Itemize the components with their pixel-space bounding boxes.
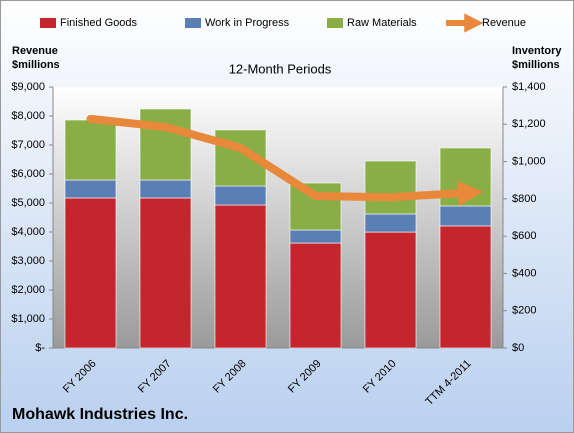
y-axis-title: $millions (12, 59, 60, 71)
bar-segment (289, 229, 342, 244)
bar-segment (214, 185, 267, 206)
bar-segment (439, 205, 492, 227)
y2-axis-title: $millions (512, 59, 560, 71)
y2-axis-title: Inventory (512, 45, 562, 57)
chart-title: 12-Month Periods (229, 61, 332, 76)
bar-segment (64, 197, 117, 349)
y-tick-label: $2,000 (11, 284, 45, 296)
bar-segment (289, 242, 342, 349)
revenue-line (86, 114, 484, 207)
legend-label: Work in Progress (205, 17, 290, 29)
y2-tick-label: $0 (512, 342, 524, 354)
legend-label: Revenue (482, 17, 526, 29)
y-tick-label: $4,000 (11, 226, 45, 238)
y-tick-label: $3,000 (11, 255, 45, 267)
footer: Mohawk Industries Inc. (12, 406, 188, 423)
bar-segment (139, 108, 192, 181)
legend-swatch (185, 18, 201, 28)
y2-tick-label: $1,200 (512, 118, 546, 130)
bar-segment (64, 179, 117, 199)
plot-area (53, 87, 503, 348)
y-tick-label: $8,000 (11, 110, 45, 122)
legend-label: Finished Goods (60, 17, 138, 29)
y-tick-label: $5,000 (11, 197, 45, 209)
y2-tick-label: $400 (512, 267, 536, 279)
y2-tick-label: $1,000 (512, 155, 546, 167)
legend-label: Raw Materials (347, 17, 417, 29)
y-tick-label: $9,000 (11, 81, 45, 93)
y-tick-label: $1,000 (11, 313, 45, 325)
bar-segment (214, 204, 267, 349)
bar-segment (139, 197, 192, 349)
y-axis-title: Revenue (12, 45, 58, 57)
legend-swatch (40, 18, 56, 28)
bar-segment (364, 213, 417, 233)
y2-tick-label: $1,400 (512, 81, 546, 93)
y2-tick-label: $200 (512, 305, 536, 317)
bar-segment (64, 119, 117, 181)
bar-segment (364, 160, 417, 215)
bar-segment (139, 179, 192, 199)
y-tick-label: $6,000 (11, 168, 45, 180)
legend-swatch (327, 18, 343, 28)
y2-tick-label: $600 (512, 230, 536, 242)
bar-segment (364, 231, 417, 349)
y2-tick-label: $800 (512, 193, 536, 205)
bar-segment (439, 225, 492, 349)
bar-segment (289, 182, 342, 231)
y-tick-label: $7,000 (11, 139, 45, 151)
y-tick-label: $- (35, 342, 45, 354)
